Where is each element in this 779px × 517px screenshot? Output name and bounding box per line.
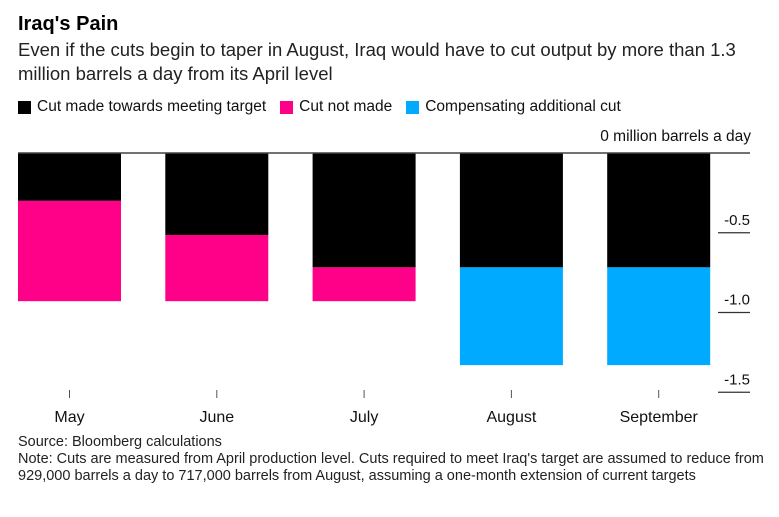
- bar-july-series-0: [312, 153, 416, 268]
- legend: Cut made towards meeting target Cut not …: [18, 98, 621, 116]
- bar-may-series-1: [18, 200, 121, 302]
- y-axis-unit-label: 0 million barrels a day: [600, 128, 751, 145]
- bar-june-series-0: [165, 153, 269, 235]
- y-tick-label-2: -1.0: [724, 292, 750, 309]
- bar-september-series-0: [607, 153, 711, 268]
- chart-subtitle: Even if the cuts begin to taper in Augus…: [18, 39, 736, 84]
- bar-august-series-2: [459, 267, 563, 366]
- legend-label-compensating: Compensating additional cut: [425, 98, 621, 115]
- bar-chart: May June July August September -0.5 -1.0 -1.5: [18, 152, 750, 426]
- legend-swatch-cut-not-made: [280, 100, 294, 114]
- bar-september-series-2: [607, 267, 711, 366]
- legend-swatch-compensating: [406, 100, 420, 114]
- note-text: Note: Cuts are measured from April produ…: [18, 451, 764, 484]
- legend-item-cut-not-made: Cut not made: [280, 98, 392, 116]
- y-tick-label-1: -0.5: [724, 212, 750, 229]
- x-tick-label-june: June: [199, 409, 234, 426]
- legend-swatch-cut-made: [18, 100, 31, 114]
- chart-footer: Source: Bloomberg calculations Note: Cut…: [18, 434, 768, 485]
- chart-title: Iraq's Pain: [18, 13, 119, 35]
- x-tick-label-july: July: [350, 409, 378, 426]
- bar-may-series-0: [18, 153, 121, 201]
- bar-july-series-1: [312, 267, 416, 302]
- bar-june-series-1: [165, 234, 269, 302]
- legend-item-cut-made: Cut made towards meeting target: [18, 98, 266, 116]
- x-tick-label-august: August: [486, 409, 536, 426]
- legend-label-cut-made: Cut made towards meeting target: [37, 98, 267, 115]
- source-text: Source: Bloomberg calculations: [18, 434, 222, 450]
- bar-august-series-0: [459, 153, 563, 268]
- legend-item-compensating: Compensating additional cut: [406, 98, 621, 116]
- x-tick-label-september: September: [620, 409, 699, 426]
- y-tick-label-3: -1.5: [724, 371, 750, 388]
- x-tick-label-may: May: [54, 409, 84, 426]
- legend-label-cut-not-made: Cut not made: [299, 98, 393, 115]
